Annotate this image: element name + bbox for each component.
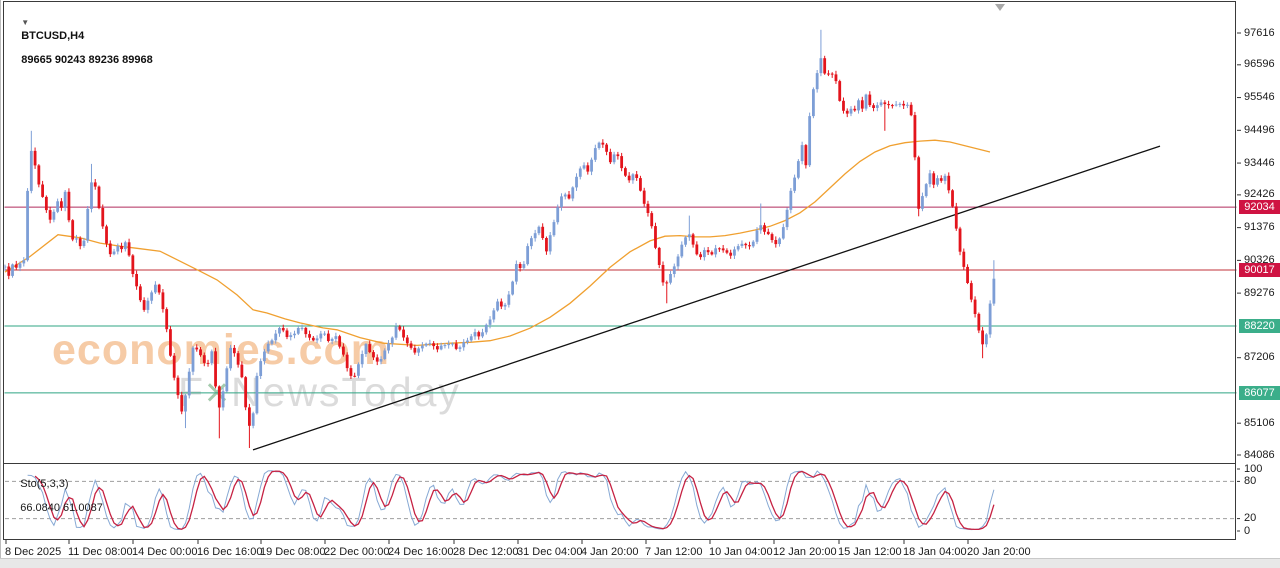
stoch-scale-label: 20 xyxy=(1244,512,1257,525)
stochastic-d-line xyxy=(34,470,995,531)
x-axis-date-label: 10 Jan 04:00 xyxy=(709,546,773,558)
y-axis-label: 91376 xyxy=(1244,221,1275,234)
x-axis-date-label: 19 Dec 08:00 xyxy=(260,546,326,558)
dropdown-triangle-icon[interactable]: ▼ xyxy=(21,18,30,27)
moving-average-line xyxy=(4,139,991,347)
y-axis-label: 95546 xyxy=(1244,91,1275,104)
y-axis-label: 93446 xyxy=(1244,156,1275,169)
x-axis-date-label: 24 Dec 16:00 xyxy=(388,546,454,558)
stoch-scale-label: 0 xyxy=(1244,524,1251,537)
chart-shift-marker-icon[interactable] xyxy=(995,4,1005,11)
stoch-scale-label: 100 xyxy=(1244,462,1263,475)
price-level-badge: 92034 xyxy=(1239,200,1280,215)
watermark-brand: economies.com xyxy=(52,326,390,374)
y-axis-label: 97616 xyxy=(1244,26,1275,39)
y-axis-label: 89276 xyxy=(1244,286,1275,299)
symbol-timeframe-label: BTCUSD,H4 xyxy=(21,30,85,42)
price-level-badge: 90017 xyxy=(1239,263,1280,277)
window-edge xyxy=(0,0,1,567)
y-axis-label: 94496 xyxy=(1244,123,1275,136)
x-axis-date-label: 22 Dec 00:00 xyxy=(324,546,390,558)
x-axis-date-label: 7 Jan 12:00 xyxy=(645,546,703,558)
bottom-scroll-area[interactable] xyxy=(0,558,1280,568)
ohlc-values: 89665 90243 89236 89968 xyxy=(21,54,153,66)
stochastic-label: Sto(5,3,3) 66.0840 61.0087 xyxy=(8,466,103,526)
stochastic-name: Sto(5,3,3) xyxy=(20,478,69,490)
x-axis-date-label: 8 Dec 2025 xyxy=(5,546,62,558)
watermark: economies.com F×NewsToday xyxy=(52,326,461,415)
chart-frame xyxy=(3,1,1236,540)
stoch-scale-label: 80 xyxy=(1244,474,1257,487)
x-axis-date-label: 14 Dec 00:00 xyxy=(132,546,198,558)
y-axis-label: 92426 xyxy=(1244,188,1275,201)
x-axis-date-label: 12 Jan 20:00 xyxy=(773,546,837,558)
x-axis-date-label: 28 Dec 12:00 xyxy=(453,546,519,558)
price-level-badge: 86077 xyxy=(1239,385,1280,400)
symbol-header: ▼ BTCUSD,H4 89665 90243 89236 89968 xyxy=(9,6,153,78)
candlestick-series xyxy=(4,29,996,448)
trendline[interactable] xyxy=(252,145,1161,451)
x-axis-date-label: 16 Dec 16:00 xyxy=(197,546,263,558)
axis-ticks xyxy=(5,32,1241,544)
x-axis-date-label: 20 Jan 20:00 xyxy=(967,546,1031,558)
stochastic-values: 66.0840 61.0087 xyxy=(20,502,103,514)
x-axis-date-label: 31 Dec 04:00 xyxy=(517,546,583,558)
y-axis-label: 85106 xyxy=(1244,416,1275,429)
stochastic-pane xyxy=(5,470,1236,531)
y-axis-label: 96596 xyxy=(1244,58,1275,71)
x-axis-date-label: 4 Jan 20:00 xyxy=(581,546,639,558)
y-axis-label: 84086 xyxy=(1244,448,1275,461)
x-axis-date-label: 18 Jan 04:00 xyxy=(903,546,967,558)
price-level-badge: 88220 xyxy=(1239,319,1280,334)
horizontal-level-lines xyxy=(4,206,1237,394)
y-axis-label: 87206 xyxy=(1244,351,1275,364)
pane-divider[interactable] xyxy=(4,463,1236,464)
y-axis-label: 90326 xyxy=(1244,253,1275,266)
x-axis-date-label: 11 Dec 08:00 xyxy=(68,546,133,558)
x-axis-date-label: 15 Jan 12:00 xyxy=(838,546,902,558)
watermark-subbrand: F×NewsToday xyxy=(178,369,461,415)
